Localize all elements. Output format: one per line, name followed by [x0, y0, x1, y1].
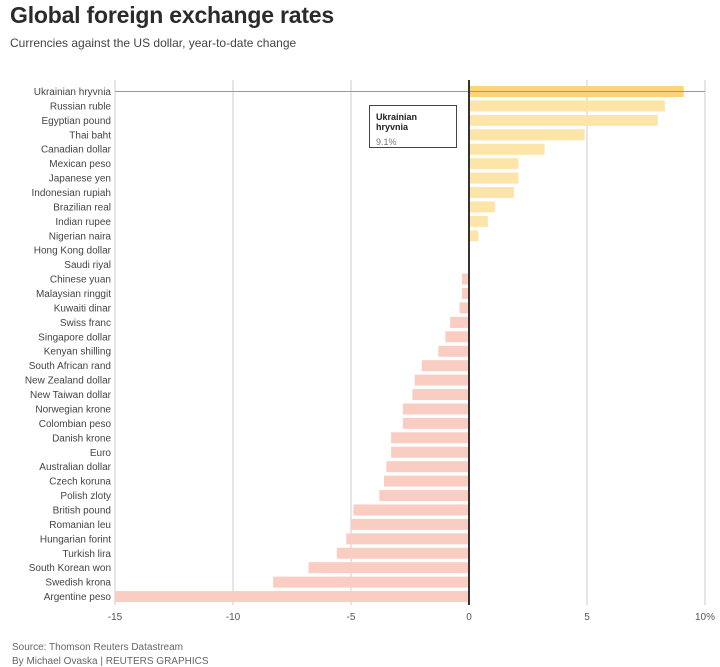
bar[interactable] — [402, 403, 469, 415]
bar[interactable] — [450, 316, 469, 328]
category-label: Egyptian pound — [41, 116, 111, 127]
bar[interactable] — [336, 547, 469, 559]
bar[interactable] — [469, 158, 519, 170]
category-label: Swiss franc — [60, 318, 111, 329]
bar[interactable] — [379, 490, 469, 502]
category-label: Singapore dollar — [38, 332, 111, 343]
x-tick-label: -10 — [226, 612, 241, 623]
bar[interactable] — [469, 100, 665, 112]
bar[interactable] — [469, 230, 479, 242]
overlay-layer — [115, 80, 705, 605]
x-tick-label: 5 — [584, 612, 590, 623]
bar[interactable] — [469, 143, 545, 155]
category-label: Indian rupee — [55, 217, 111, 228]
bar[interactable] — [412, 389, 469, 401]
category-label: New Zealand dollar — [25, 376, 112, 387]
bar[interactable] — [469, 215, 488, 227]
bar[interactable] — [461, 273, 469, 285]
bar[interactable] — [459, 302, 469, 314]
bar[interactable] — [469, 129, 585, 141]
category-label: Mexican peso — [49, 159, 111, 170]
bar[interactable] — [346, 533, 469, 545]
x-tick-label: 0 — [466, 612, 472, 623]
tooltip-name: Ukrainian hryvnia — [376, 112, 418, 132]
bar[interactable] — [445, 331, 469, 343]
category-label: Kuwaiti dinar — [54, 303, 112, 314]
credit-note: By Michael Ovaska | REUTERS GRAPHICS — [12, 656, 209, 667]
category-label: Brazilian real — [53, 202, 111, 213]
bar[interactable] — [414, 374, 469, 386]
bar-layer — [115, 86, 684, 603]
chart-subtitle: Currencies against the US dollar, year-t… — [10, 36, 297, 50]
bar[interactable] — [469, 187, 514, 199]
category-label: Hong Kong dollar — [34, 246, 112, 257]
category-label: Polish zloty — [60, 491, 111, 502]
bar[interactable] — [421, 360, 469, 372]
category-label: Danish krone — [52, 433, 111, 444]
category-label: South African rand — [29, 361, 111, 372]
x-axis-ticks: -15 -10 -5 0 5 10% — [108, 612, 715, 623]
category-label: Colombian peso — [39, 419, 112, 430]
category-label: Chinese yuan — [50, 275, 111, 286]
chart-title: Global foreign exchange rates — [10, 2, 334, 28]
category-labels: Ukrainian hryvnia Russian ruble Egyptian p… — [25, 87, 112, 603]
category-label: Malaysian ringgit — [36, 289, 111, 300]
category-label: Swedish krona — [45, 578, 111, 589]
bar[interactable] — [351, 518, 469, 530]
category-label: South Korean won — [29, 563, 111, 574]
category-label: Euro — [90, 448, 112, 459]
category-label: Ukrainian hryvnia — [34, 87, 112, 98]
category-label: Indonesian rupiah — [31, 188, 111, 199]
category-label: Turkish lira — [62, 549, 111, 560]
bar[interactable] — [391, 446, 469, 458]
bar[interactable] — [391, 432, 469, 444]
category-label: Russian ruble — [50, 101, 112, 112]
bar[interactable] — [469, 172, 519, 184]
bar[interactable] — [115, 591, 469, 603]
bar[interactable] — [386, 461, 469, 473]
category-label: Czech koruna — [49, 477, 111, 488]
category-label: Hungarian forint — [40, 534, 111, 545]
bar[interactable] — [384, 475, 469, 487]
bar[interactable] — [438, 345, 469, 357]
tooltip-value: 9.1% — [376, 137, 397, 147]
category-label: Saudi riyal — [64, 260, 111, 271]
category-label: Japanese yen — [49, 174, 111, 185]
bar[interactable] — [461, 288, 469, 300]
x-tick-label: -5 — [347, 612, 356, 623]
category-label: New Taiwan dollar — [30, 390, 112, 401]
tooltip: Ukrainian hryvnia 9.1% — [369, 105, 457, 148]
bar[interactable] — [469, 201, 495, 213]
category-label: Romanian leu — [49, 520, 111, 531]
bar[interactable] — [469, 114, 658, 126]
bar[interactable] — [308, 562, 469, 574]
source-note: Source: Thomson Reuters Datastream — [12, 642, 184, 653]
category-label: Norwegian krone — [35, 404, 111, 415]
x-tick-label: -15 — [108, 612, 123, 623]
category-label: Canadian dollar — [41, 145, 112, 156]
category-label: Kenyan shilling — [44, 347, 111, 358]
category-label: Thai baht — [69, 130, 111, 141]
bar[interactable] — [353, 504, 469, 516]
category-label: Argentine peso — [44, 592, 112, 603]
category-label: Nigerian naira — [49, 231, 112, 242]
x-tick-label: 10% — [695, 612, 715, 623]
bar[interactable] — [402, 417, 469, 429]
grid-layer — [114, 80, 706, 605]
bar[interactable] — [273, 576, 469, 588]
category-label: Australian dollar — [39, 462, 111, 473]
category-label: British pound — [53, 505, 111, 516]
